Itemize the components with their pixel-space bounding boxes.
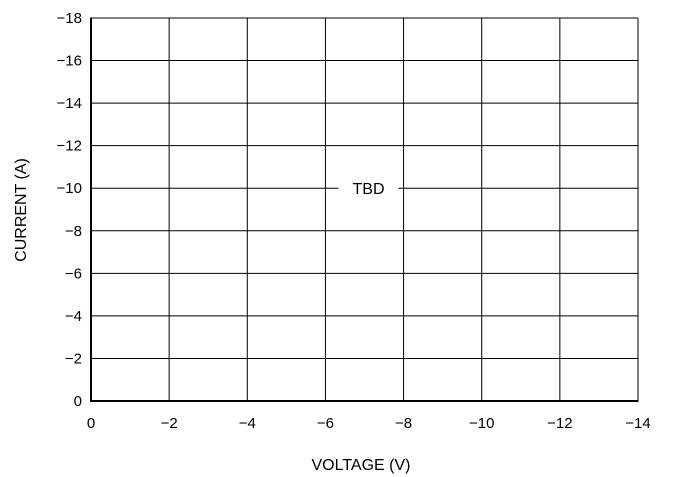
grid bbox=[91, 17, 639, 401]
y-tick-label: −6 bbox=[65, 265, 82, 282]
y-axis-label: CURRENT (A) bbox=[13, 158, 30, 262]
y-tick-label: −12 bbox=[57, 138, 82, 155]
x-tick-label: 0 bbox=[87, 415, 95, 432]
x-tick-label: −8 bbox=[395, 415, 412, 432]
y-tick-label: −16 bbox=[57, 53, 82, 70]
y-tick-label: −18 bbox=[57, 10, 82, 27]
y-tick-label: −4 bbox=[65, 308, 82, 325]
x-axis-label: VOLTAGE (V) bbox=[312, 457, 411, 474]
x-tick-labels: 0 −2 −4 −6 −8 −10 −12 −14 bbox=[87, 415, 651, 432]
y-tick-label: −14 bbox=[57, 95, 82, 112]
x-tick-label: −10 bbox=[469, 415, 494, 432]
y-tick-labels: 0 −2 −4 −6 −8 −10 −12 −14 −16 −18 bbox=[57, 10, 82, 410]
annotations: TBD bbox=[338, 178, 399, 199]
y-tick-label: −2 bbox=[65, 350, 82, 367]
y-tick-label: −8 bbox=[65, 223, 82, 240]
x-tick-label: −4 bbox=[239, 415, 256, 432]
y-tick-label: −10 bbox=[57, 180, 82, 197]
annotation-label: TBD bbox=[353, 181, 385, 198]
axes bbox=[90, 17, 639, 402]
y-tick-label: 0 bbox=[74, 393, 82, 410]
x-tick-label: −2 bbox=[161, 415, 178, 432]
x-tick-label: −6 bbox=[317, 415, 334, 432]
annotation-background bbox=[338, 178, 399, 199]
x-tick-label: −12 bbox=[547, 415, 572, 432]
x-tick-label: −14 bbox=[625, 415, 650, 432]
